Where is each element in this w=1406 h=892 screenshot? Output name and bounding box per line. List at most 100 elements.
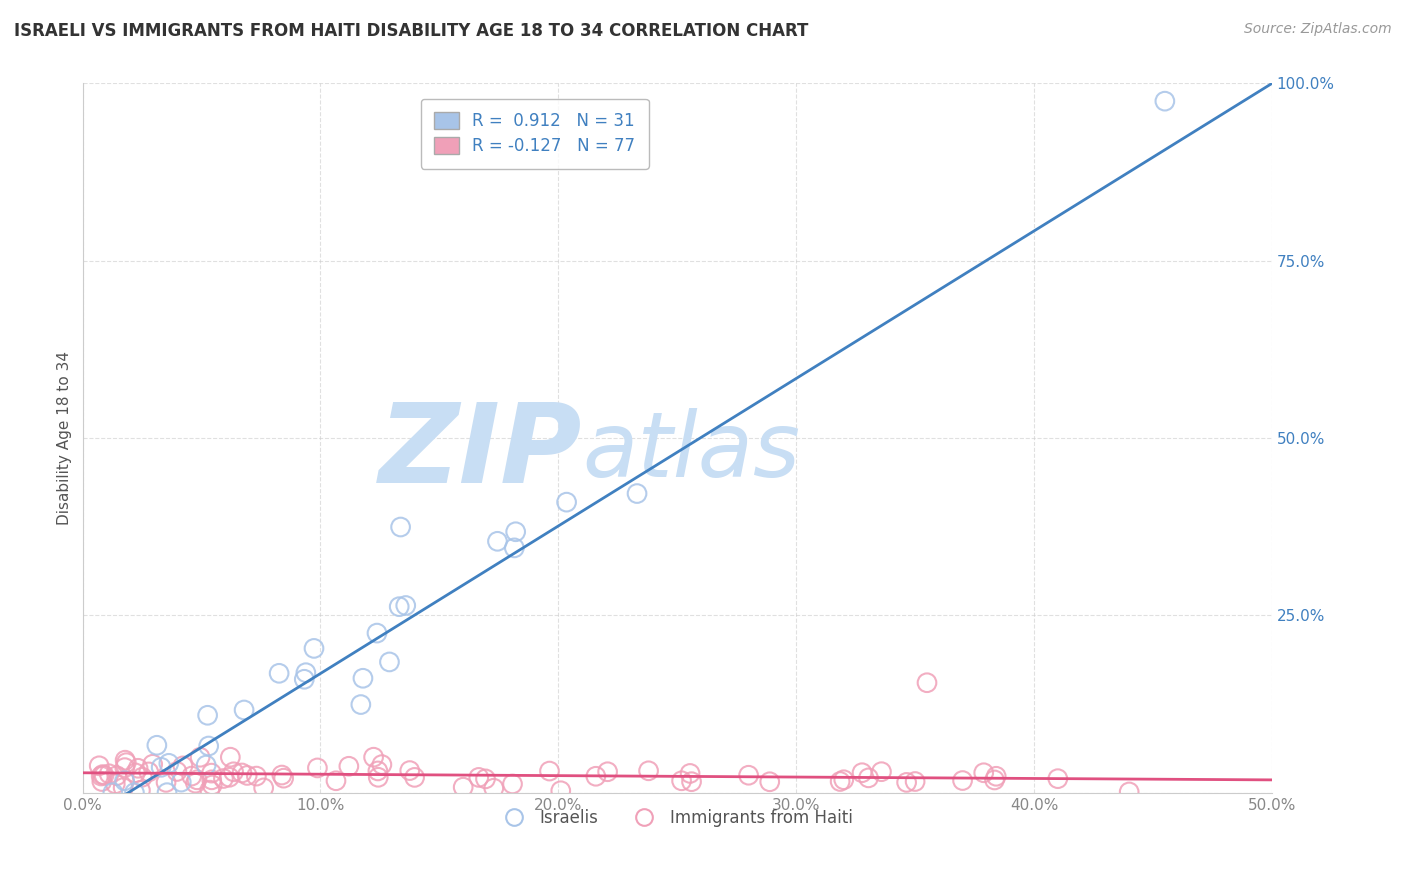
Point: [219, 750, 242, 764]
Point: [142, 757, 165, 772]
Point: [273, 771, 295, 785]
Point: [146, 738, 169, 752]
Point: [307, 761, 329, 775]
Point: [112, 780, 135, 795]
Point: [1118, 785, 1140, 799]
Point: [188, 750, 211, 764]
Text: atlas: atlas: [582, 409, 800, 496]
Point: [550, 783, 572, 797]
Point: [451, 780, 474, 794]
Point: [388, 599, 411, 614]
Point: [952, 773, 974, 788]
Point: [184, 776, 207, 790]
Point: [222, 764, 245, 779]
Point: [389, 520, 412, 534]
Point: [474, 772, 496, 786]
Point: [131, 770, 153, 784]
Point: [832, 772, 855, 787]
Point: [98, 767, 121, 781]
Point: [127, 761, 149, 775]
Point: [138, 764, 160, 779]
Point: [681, 774, 703, 789]
Point: [758, 774, 780, 789]
Y-axis label: Disability Age 18 to 34: Disability Age 18 to 34: [58, 351, 72, 525]
Point: [170, 775, 193, 789]
Point: [637, 764, 659, 778]
Point: [350, 698, 373, 712]
Point: [302, 641, 325, 656]
Point: [915, 675, 938, 690]
Point: [89, 759, 111, 773]
Point: [201, 772, 224, 787]
Point: [157, 756, 180, 771]
Point: [90, 769, 112, 783]
Point: [671, 773, 693, 788]
Point: [352, 671, 374, 685]
Point: [367, 770, 389, 784]
Point: [231, 766, 253, 780]
Point: [197, 739, 219, 753]
Legend: Israelis, Immigrants from Haiti: Israelis, Immigrants from Haiti: [495, 803, 860, 834]
Point: [378, 655, 401, 669]
Point: [904, 774, 927, 789]
Point: [93, 768, 115, 782]
Point: [90, 774, 112, 789]
Point: [124, 786, 146, 800]
Point: [596, 764, 619, 779]
Point: [114, 773, 136, 788]
Point: [269, 666, 291, 681]
Point: [218, 770, 240, 784]
Point: [1153, 94, 1175, 108]
Point: [830, 774, 852, 789]
Point: [233, 703, 256, 717]
Point: [737, 768, 759, 782]
Point: [115, 756, 138, 770]
Point: [395, 599, 418, 613]
Text: ZIP: ZIP: [378, 399, 582, 506]
Point: [371, 757, 394, 772]
Point: [367, 764, 389, 778]
Point: [325, 773, 347, 788]
Point: [186, 772, 208, 787]
Point: [626, 486, 648, 500]
Point: [502, 777, 524, 791]
Point: [200, 766, 222, 780]
Point: [363, 750, 385, 764]
Point: [114, 753, 136, 767]
Text: ISRAELI VS IMMIGRANTS FROM HAITI DISABILITY AGE 18 TO 34 CORRELATION CHART: ISRAELI VS IMMIGRANTS FROM HAITI DISABIL…: [14, 22, 808, 40]
Point: [245, 769, 267, 783]
Point: [404, 770, 426, 784]
Point: [679, 766, 702, 780]
Point: [201, 778, 224, 792]
Point: [482, 781, 505, 796]
Point: [198, 783, 221, 797]
Point: [986, 769, 1008, 783]
Point: [337, 759, 360, 773]
Point: [538, 764, 561, 778]
Point: [124, 765, 146, 780]
Point: [973, 765, 995, 780]
Text: Source: ZipAtlas.com: Source: ZipAtlas.com: [1244, 22, 1392, 37]
Point: [851, 765, 873, 780]
Point: [398, 764, 420, 778]
Point: [91, 767, 114, 781]
Point: [555, 495, 578, 509]
Point: [197, 708, 219, 723]
Point: [270, 768, 292, 782]
Point: [212, 772, 235, 786]
Point: [253, 780, 276, 795]
Point: [468, 771, 491, 785]
Point: [156, 786, 179, 800]
Point: [366, 626, 388, 640]
Point: [870, 764, 893, 779]
Point: [172, 759, 194, 773]
Point: [1046, 772, 1069, 786]
Point: [858, 771, 880, 785]
Point: [180, 769, 202, 783]
Point: [292, 673, 315, 687]
Point: [195, 758, 218, 772]
Point: [114, 761, 136, 775]
Point: [503, 541, 526, 555]
Point: [101, 786, 124, 800]
Point: [129, 783, 152, 797]
